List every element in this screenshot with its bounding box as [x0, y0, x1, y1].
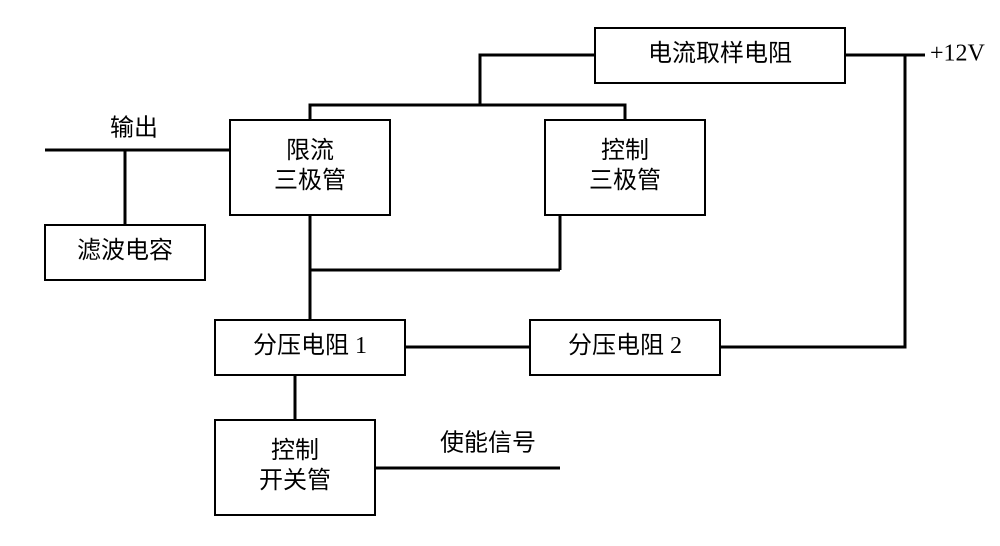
node-divider_r1-label-line0: 分压电阻 1 [253, 332, 367, 359]
node-divider_r1: 分压电阻 1 [215, 320, 405, 375]
node-current_sample_resistor: 电流取样电阻 [595, 28, 845, 83]
node-control_transistor-label-line1: 三极管 [589, 167, 661, 194]
free-labels-layer: 输出 +12V 使能信号 [110, 41, 986, 457]
node-control_transistor: 控制三极管 [545, 120, 705, 215]
label-output: 输出 [110, 115, 158, 142]
wire-limiter-top-to-sampler-left [310, 55, 595, 120]
node-divider_r2-label-line0: 分压电阻 2 [568, 332, 682, 359]
wire-control-top-to-sampler-bus [480, 105, 625, 120]
node-current_sample_resistor-label-line0: 电流取样电阻 [648, 40, 792, 67]
label-plus12v: +12V [930, 41, 986, 67]
node-control_transistor-label-line0: 控制 [601, 137, 649, 164]
label-enable: 使能信号 [440, 430, 536, 457]
wire-limiter-bottom-bus [310, 215, 560, 270]
node-filter_cap: 滤波电容 [45, 225, 205, 280]
wire-r2-to-12v-rail [720, 55, 905, 347]
node-divider_r2: 分压电阻 2 [530, 320, 720, 375]
node-limiter_transistor-label-line1: 三极管 [274, 167, 346, 194]
node-limiter_transistor: 限流三极管 [230, 120, 390, 215]
node-filter_cap-label-line0: 滤波电容 [77, 237, 173, 264]
node-limiter_transistor-label-line0: 限流 [286, 137, 334, 164]
node-control_switch-label-line1: 开关管 [259, 467, 331, 494]
node-control_switch: 控制开关管 [215, 420, 375, 515]
node-control_switch-label-line0: 控制 [271, 437, 319, 464]
